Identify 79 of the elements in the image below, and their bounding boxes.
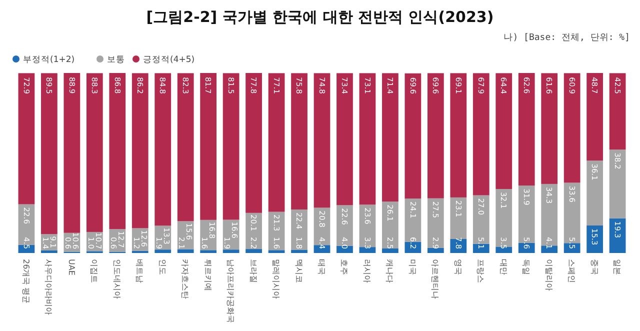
bar [268,250,285,253]
x-tick-label: 아르헨티나 [430,259,440,299]
x-tick-label: 26개국 평균 [21,259,30,304]
bar [222,250,240,253]
bar [586,73,603,161]
bar [496,188,512,247]
bar [154,250,172,253]
x-tick-label: 이탈리아 [544,259,554,291]
bar [222,73,240,220]
x-tick-label: 말레이시아 [272,259,281,299]
x-tick-label: 태국 [317,259,326,275]
bar [382,248,398,253]
bar [336,73,353,206]
bar [177,249,194,253]
x-tick-label: 스페인 [567,259,576,283]
x-tick-label: 중국 [590,259,599,275]
bar [450,197,467,239]
legend-label: 부정적(1+2) [23,55,75,65]
x-tick-label: 사우디아라비아 [44,259,54,315]
bar [18,73,35,204]
x-tick-label: 튀르키예 [203,259,212,291]
bar [268,73,285,212]
x-tick-label: 인도네시아 [112,259,122,299]
bar [291,73,308,210]
legend-label: 보통 [107,55,125,65]
bar [41,73,58,234]
x-tick-label: 인도 [158,259,167,275]
bar [359,247,376,253]
chart-subtitle: 나) [Base: 전체, 단위: %] [504,33,630,43]
bar [564,73,580,183]
bar [609,150,626,218]
x-tick-label: UAE [66,259,76,276]
bar [86,73,103,232]
bar [427,248,444,253]
x-tick-label: 독일 [522,259,531,275]
x-tick-label: 호주 [340,259,349,275]
bar [109,73,126,230]
legend-label: 긍정적(4+5) [143,55,195,65]
bar [496,246,512,253]
x-tick-label: 이집트 [90,259,99,283]
bar [132,73,148,228]
bar [291,250,308,253]
x-tick-label: 캐나다 [385,259,394,283]
bar [496,73,512,189]
bar [200,73,217,220]
x-tick-label: 미국 [408,259,417,275]
bar [518,73,535,186]
bar [200,250,217,253]
bar [404,73,422,199]
chart-title: [그림2-2] 국가별 한국에 대한 전반적 인식(2023) [146,8,494,26]
bar [541,73,558,184]
x-tick-label: 카자흐스탄 [180,259,190,299]
x-tick-label: 남아프리카공화국 [226,259,236,323]
bar [382,73,398,202]
x-tick-label: 베트남 [135,259,144,283]
x-tick-label: 프랑스 [476,259,486,283]
bar [177,73,194,222]
bar [246,73,262,213]
bar [450,73,467,198]
bar [586,225,603,253]
bar [359,73,376,205]
bar [154,73,172,226]
bar [64,73,80,233]
bar [472,73,490,196]
bar [314,73,330,208]
x-tick-label: 일본 [612,259,622,275]
bar [41,250,58,253]
bar [382,202,398,249]
x-tick-label: 대만 [498,259,508,275]
x-tick-label: 러시아 [362,259,372,283]
x-tick-label: 브라질 [248,259,258,283]
x-tick-label: 영국 [453,259,462,275]
bar [246,249,262,253]
x-tick-label: 멕시코 [294,259,304,283]
bar [586,160,603,226]
bar [427,198,444,248]
bar [427,73,444,198]
bar [609,73,626,150]
bar [291,209,308,250]
